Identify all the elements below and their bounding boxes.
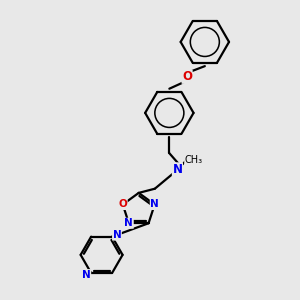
Text: O: O (182, 70, 192, 83)
Text: N: N (112, 230, 121, 240)
Text: O: O (118, 200, 127, 209)
Text: N: N (172, 163, 182, 176)
Text: N: N (124, 218, 133, 228)
Text: N: N (150, 200, 159, 209)
Text: N: N (82, 270, 91, 280)
Text: CH₃: CH₃ (184, 155, 202, 165)
